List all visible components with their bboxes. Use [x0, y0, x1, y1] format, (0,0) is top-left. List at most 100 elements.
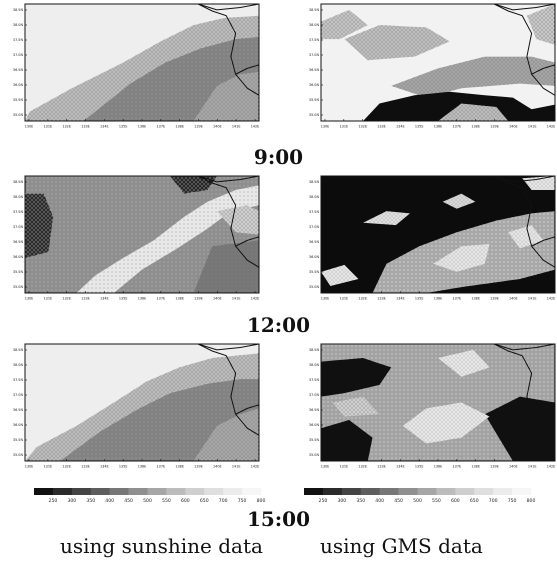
colorbar-segment: [474, 488, 494, 495]
lon-tick-label: 132E: [358, 125, 367, 129]
lon-tick-label: 141E: [528, 125, 537, 129]
lat-tick-label: 37.0N: [309, 225, 320, 229]
lat-tick-label: 38.5N: [13, 348, 24, 352]
coastline: [197, 4, 259, 96]
lat-tick-label: 37.0N: [13, 53, 24, 57]
map-region: [438, 349, 490, 377]
colorbar-segment: [304, 488, 324, 495]
lat-tick-label: 36.5N: [13, 408, 24, 412]
colorbar-tick-label: 600: [451, 498, 460, 504]
lat-tick-label: 37.0N: [309, 53, 320, 57]
colorbar-tick-label: 500: [413, 498, 422, 504]
lat-tick-label: 38.0N: [309, 363, 320, 367]
lon-tick-label: 135E: [415, 465, 424, 469]
lon-tick-label: 134E: [396, 465, 405, 469]
lat-tick-label: 37.5N: [309, 378, 320, 382]
map-region: [508, 225, 544, 249]
lon-tick-label: 141E: [232, 465, 241, 469]
lon-tick-label: 131E: [44, 297, 53, 301]
colorbar-segment: [90, 488, 110, 495]
lat-tick-label: 35.0N: [309, 285, 320, 289]
lat-tick-label: 37.0N: [13, 393, 24, 397]
lon-tick-label: 133E: [377, 297, 386, 301]
lon-tick-label: 133E: [377, 125, 386, 129]
lon-tick-label: 138E: [175, 465, 184, 469]
map-sunshine-12: 130E 131E 132E 133E 134E 135E 136E 137E 138E 139E…: [3, 175, 260, 302]
colorbar-segment: [204, 488, 224, 495]
colorbar-tick-label: 600: [181, 498, 190, 504]
lon-tick-label: 131E: [44, 465, 53, 469]
map-region: [332, 396, 380, 417]
lat-tick-label: 36.5N: [13, 240, 24, 244]
colorbar-segment: [166, 488, 186, 495]
lon-tick-label: 138E: [175, 297, 184, 301]
lat-tick-label: 36.0N: [13, 423, 24, 427]
lon-tick-label: 131E: [340, 297, 349, 301]
lon-tick-label: 142E: [547, 125, 556, 129]
colorbar-segment: [417, 488, 437, 495]
lon-tick-label: 130E: [25, 125, 34, 129]
map-gms-9: 130E 131E 132E 133E 134E 135E 136E 137E 138E 139E…: [299, 3, 556, 130]
lon-tick-label: 137E: [453, 465, 462, 469]
map-sunshine-15: 130E 131E 132E 133E 134E 135E 136E 137E 138E 139E…: [3, 343, 260, 470]
lon-tick-label: 142E: [251, 125, 260, 129]
colorbar-tick-label: 700: [219, 498, 228, 504]
colorbar-tick-label: 650: [200, 498, 209, 504]
coastline: [494, 176, 555, 183]
map-region: [193, 408, 259, 461]
colorbar-segment: [71, 488, 92, 495]
map-gms-12: 130E 131E 132E 133E 134E 135E 136E 137E 138E 139E…: [299, 175, 556, 302]
colorbar-tick-label: 350: [86, 498, 95, 504]
coastline: [198, 176, 259, 183]
lon-tick-label: 133E: [81, 297, 90, 301]
lat-tick-label: 35.5N: [309, 270, 320, 274]
colorbar-tick-label: 400: [375, 498, 384, 504]
coastline: [493, 4, 555, 96]
lon-tick-label: 131E: [340, 125, 349, 129]
lon-tick-label: 140E: [213, 297, 222, 301]
map-region: [344, 25, 450, 61]
lon-tick-label: 134E: [396, 297, 405, 301]
lat-tick-label: 37.5N: [13, 38, 24, 42]
lon-tick-label: 137E: [157, 465, 166, 469]
map-region: [391, 56, 555, 98]
colorbar-segment: [223, 488, 243, 495]
coastline: [531, 236, 555, 247]
lat-tick-label: 36.5N: [309, 240, 320, 244]
lat-tick-label: 37.5N: [13, 210, 24, 214]
colorbar-segment: [34, 488, 54, 495]
colorbar-tick-label: 500: [143, 498, 152, 504]
lon-tick-label: 139E: [490, 297, 499, 301]
colorbar-segment: [436, 488, 456, 495]
coastline: [531, 404, 555, 415]
map-region: [193, 240, 259, 293]
colorbar-segment: [109, 488, 129, 495]
lat-tick-label: 36.0N: [13, 255, 24, 259]
lon-tick-label: 135E: [119, 297, 128, 301]
lon-tick-label: 136E: [138, 297, 147, 301]
colorbar-segment: [322, 488, 343, 495]
map-region: [170, 176, 217, 194]
colorbar-tick-label: 250: [319, 498, 328, 504]
lon-tick-label: 140E: [509, 297, 518, 301]
map-region: [433, 243, 490, 272]
lon-tick-label: 137E: [453, 297, 462, 301]
lon-tick-label: 136E: [434, 465, 443, 469]
lat-tick-label: 36.5N: [13, 68, 24, 72]
lon-tick-label: 130E: [321, 125, 330, 129]
lon-tick-label: 136E: [138, 125, 147, 129]
lon-tick-label: 133E: [81, 465, 90, 469]
lon-tick-label: 130E: [321, 297, 330, 301]
map-region: [76, 185, 259, 293]
lon-tick-label: 142E: [251, 297, 260, 301]
map-gms-15: 130E 131E 132E 133E 134E 135E 136E 137E 138E 139E…: [299, 343, 556, 470]
lon-tick-label: 140E: [213, 125, 222, 129]
colorbar-tick-label: 450: [394, 498, 403, 504]
lon-tick-label: 141E: [232, 125, 241, 129]
lat-tick-label: 37.5N: [13, 378, 24, 382]
lon-tick-label: 130E: [321, 465, 330, 469]
lon-tick-label: 140E: [213, 465, 222, 469]
time-label-9: 9:00: [253, 145, 304, 169]
lon-tick-label: 141E: [232, 297, 241, 301]
colorbar-tick-label: 750: [238, 498, 247, 504]
